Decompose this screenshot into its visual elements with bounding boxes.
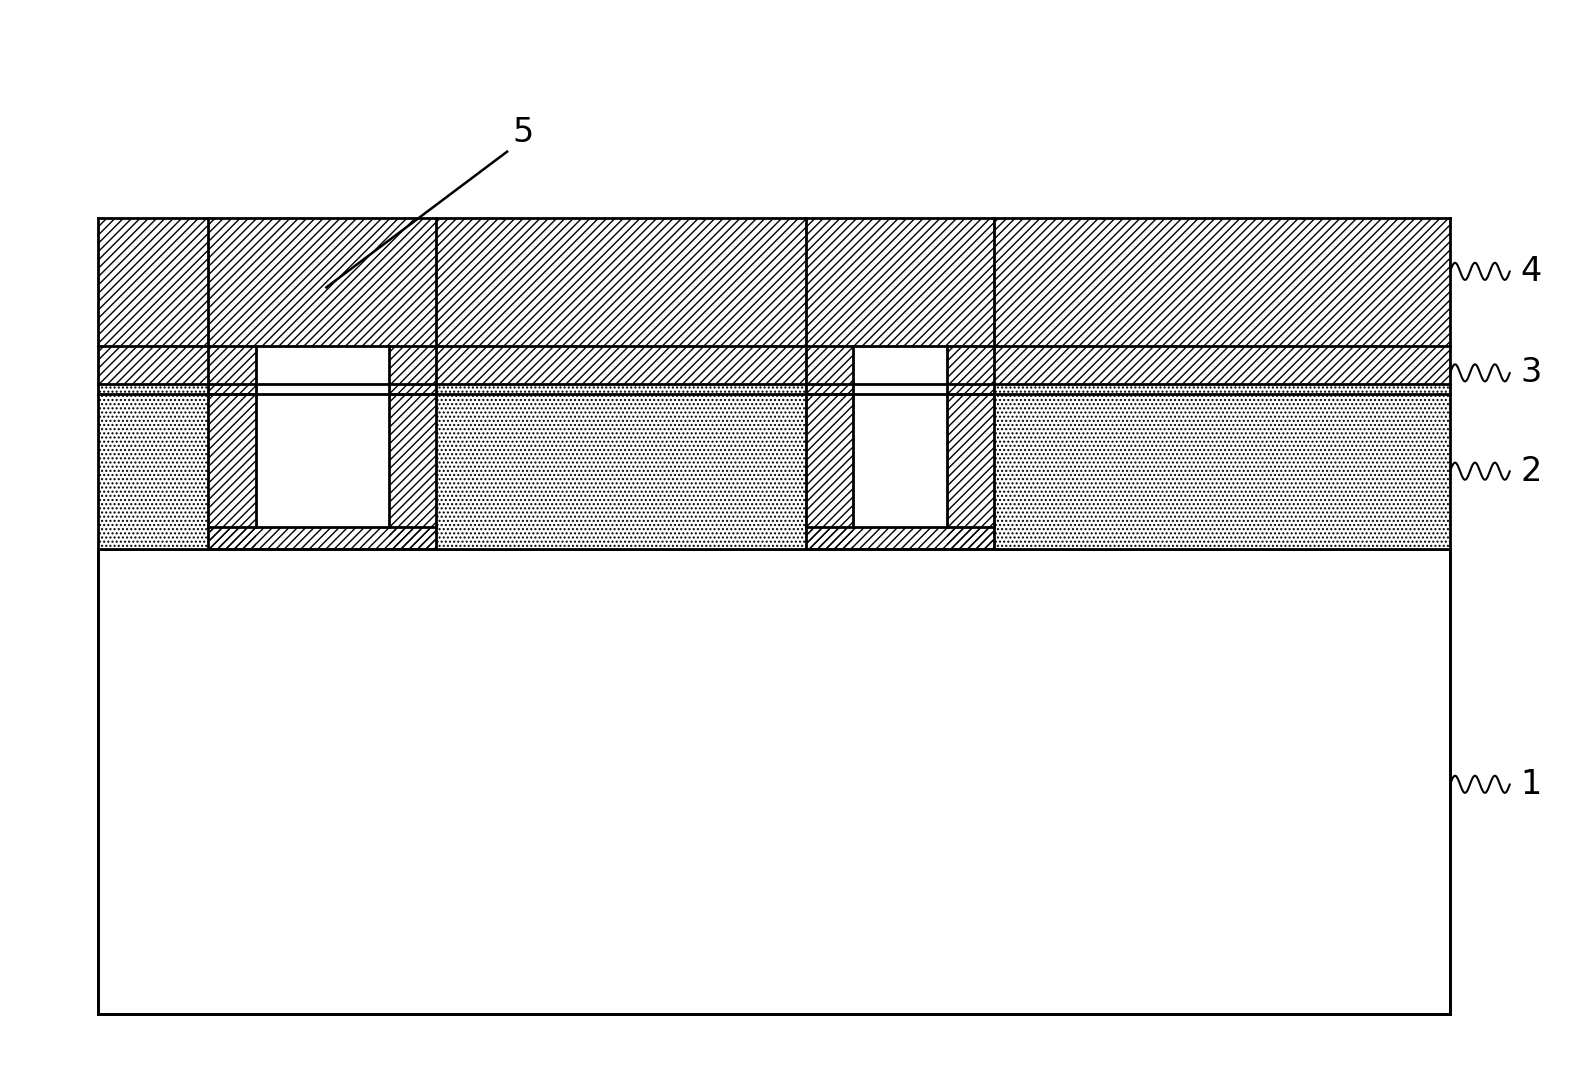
Bar	[98, 383, 1450, 394]
Bar	[806, 394, 853, 549]
Text: 4: 4	[1522, 255, 1542, 288]
Bar	[806, 383, 994, 394]
Bar	[98, 218, 1450, 346]
Bar	[946, 346, 994, 394]
Bar	[209, 383, 436, 394]
Bar	[806, 527, 994, 549]
Text: 5: 5	[512, 116, 534, 149]
Bar	[98, 346, 1450, 383]
Bar	[209, 346, 256, 394]
Bar	[209, 394, 256, 549]
Bar	[98, 394, 1450, 549]
Bar	[209, 527, 436, 549]
Bar	[209, 346, 436, 383]
Bar	[389, 346, 436, 394]
Bar	[209, 394, 436, 549]
Bar	[946, 346, 994, 394]
Bar	[806, 394, 994, 549]
Bar	[389, 394, 436, 549]
Text: 3: 3	[1522, 356, 1542, 390]
Bar	[389, 394, 436, 549]
Bar	[853, 394, 946, 527]
Bar	[806, 527, 994, 549]
Bar	[209, 346, 256, 394]
Bar	[256, 394, 389, 527]
Bar	[389, 346, 436, 394]
Bar	[806, 346, 853, 394]
Bar	[806, 346, 853, 394]
Bar	[98, 383, 1450, 394]
Bar	[209, 527, 436, 549]
Bar	[209, 394, 256, 549]
Bar	[806, 346, 994, 383]
Bar	[98, 218, 1450, 346]
Bar	[806, 394, 853, 549]
Bar	[98, 346, 1450, 383]
Bar	[98, 394, 1450, 549]
Text: 2: 2	[1522, 454, 1542, 488]
Text: 1: 1	[1522, 768, 1542, 801]
Bar	[98, 549, 1450, 1015]
Bar	[946, 394, 994, 549]
Bar	[946, 394, 994, 549]
